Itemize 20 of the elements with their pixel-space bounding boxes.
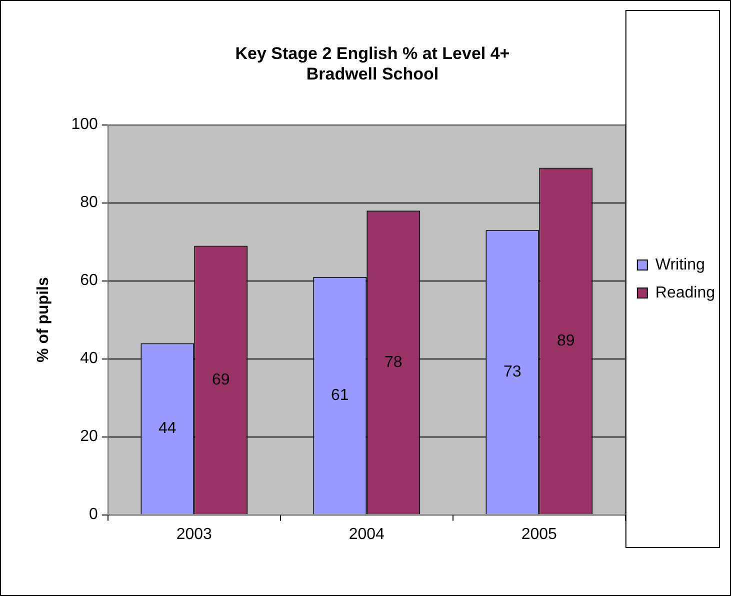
y-tick-label: 60 [80, 272, 98, 290]
y-tick-label: 80 [80, 194, 98, 212]
x-tick-label: 2004 [348, 526, 385, 543]
x-tick-label: 2003 [176, 526, 212, 543]
data-label: 44 [158, 420, 176, 438]
y-tick-label: 100 [71, 116, 98, 134]
x-tick-label: 2005 [521, 526, 558, 543]
y-tick-label: 40 [80, 350, 98, 368]
data-label: 61 [331, 387, 349, 404]
data-label: 78 [384, 354, 402, 371]
y-tick-label: 0 [88, 506, 98, 524]
y-tick-label: 20 [80, 428, 98, 446]
chart-title: Key Stage 2 English % at Level 4+ [235, 44, 510, 63]
y-axis-title: % of pupils [35, 277, 52, 362]
legend-label: Writing [655, 256, 705, 274]
legend-label: Reading [655, 284, 716, 302]
data-label: 73 [504, 364, 522, 381]
chart-subtitle: Bradwell School [306, 64, 439, 84]
data-label: 89 [556, 332, 575, 350]
data-label: 69 [212, 371, 230, 388]
